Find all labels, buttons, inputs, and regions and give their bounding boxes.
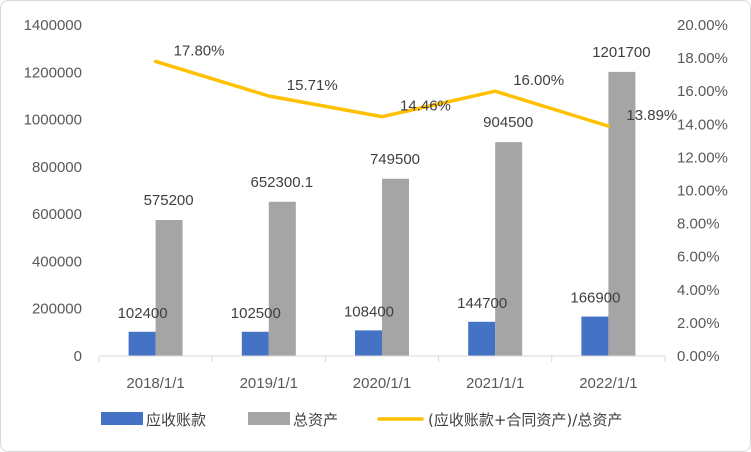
y-left-tick-label: 1200000 (24, 64, 82, 81)
x-tick-label: 2021/1/1 (466, 375, 524, 392)
data-label: 144700 (457, 295, 507, 312)
y-left-tick-label: 200000 (32, 301, 82, 318)
ratio-line (153, 59, 611, 128)
data-label: 14.46% (400, 98, 451, 115)
bar-receivables (468, 321, 496, 356)
data-label: 575200 (144, 192, 194, 209)
y-left-tick-label: 0 (74, 348, 82, 365)
x-tick-label: 2019/1/1 (240, 375, 298, 392)
data-label: 16.00% (513, 72, 564, 89)
y-right-tick-label: 2.00% (677, 315, 720, 332)
bar-total-assets (155, 220, 183, 356)
data-label: 13.89% (626, 107, 677, 124)
legend-label: 应收账款 (146, 411, 206, 429)
bar-total-assets (495, 142, 523, 356)
data-label: 1201700 (592, 44, 650, 61)
legend-swatch-bar (101, 412, 143, 425)
y-right-tick-label: 16.00% (677, 83, 728, 100)
y-right-tick-label: 4.00% (677, 282, 720, 299)
bar-receivables (581, 316, 609, 356)
bar-receivables (128, 331, 156, 356)
data-label: 102400 (118, 305, 168, 322)
bar-total-assets (608, 71, 636, 356)
legend-swatch-bar (248, 412, 290, 425)
bar-receivables (355, 330, 382, 356)
y-right-tick-label: 8.00% (677, 216, 720, 233)
data-label: 102500 (231, 305, 281, 322)
y-left-tick-label: 1400000 (24, 17, 82, 34)
legend-label: 总资产 (293, 411, 338, 429)
y-left-tick-label: 800000 (32, 159, 82, 176)
y-left-tick-label: 400000 (32, 253, 82, 270)
data-label: 15.71% (287, 77, 338, 94)
data-label: 904500 (483, 114, 533, 131)
x-tick-label: 2018/1/1 (126, 375, 184, 392)
x-tick-label: 2020/1/1 (353, 375, 411, 392)
y-left-tick-label: 1000000 (24, 112, 82, 129)
y-right-tick-label: 14.00% (677, 116, 728, 133)
x-tick-label: 2022/1/1 (579, 375, 637, 392)
data-label: 17.80% (174, 42, 225, 59)
y-right-tick-label: 18.00% (677, 50, 728, 67)
data-label: 108400 (344, 303, 394, 320)
bar-total-assets (268, 201, 296, 356)
y-left-tick-label: 600000 (32, 206, 82, 223)
bar-total-assets (382, 178, 409, 356)
y-right-tick-label: 0.00% (677, 348, 720, 365)
data-label: 652300.1 (251, 174, 314, 191)
data-label: 166900 (570, 290, 620, 307)
y-right-tick-label: 12.00% (677, 149, 728, 166)
data-label: 749500 (370, 151, 420, 168)
legend-label: (应收账款+合同资产)/总资产 (428, 411, 622, 429)
y-right-tick-label: 20.00% (677, 17, 728, 34)
y-right-tick-label: 6.00% (677, 249, 720, 266)
bar-receivables (241, 331, 269, 356)
y-right-tick-label: 10.00% (677, 183, 728, 200)
